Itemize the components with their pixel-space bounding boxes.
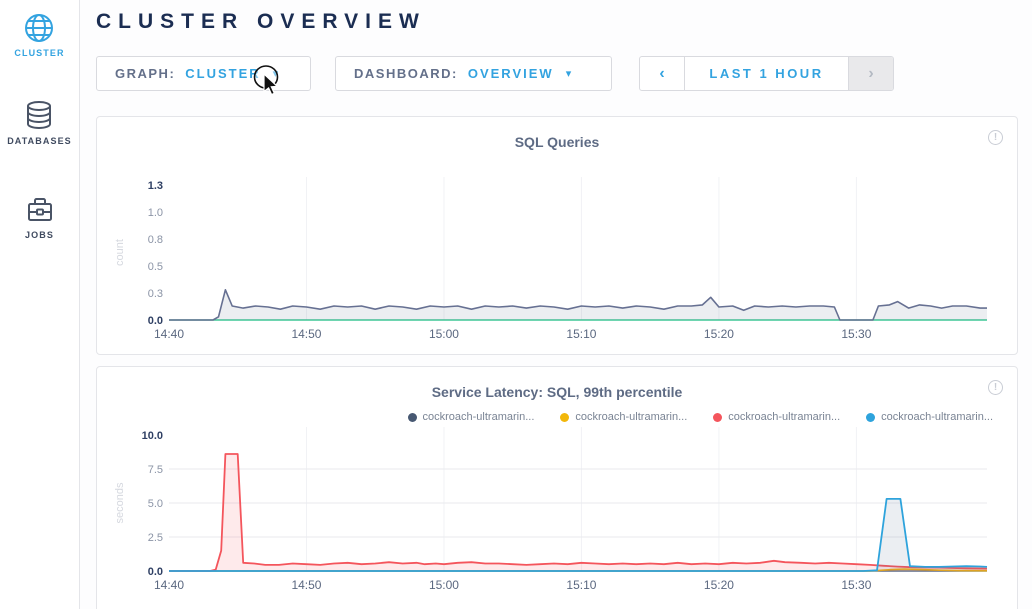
svg-text:0.8: 0.8 — [148, 234, 163, 246]
legend-dot-icon — [866, 412, 876, 422]
sidebar-item-cluster[interactable]: CLUSTER — [14, 12, 64, 58]
sidebar-item-label: JOBS — [25, 230, 54, 240]
svg-text:14:50: 14:50 — [291, 578, 321, 592]
legend-label: cockroach-ultramarin... — [575, 411, 688, 423]
page-title: CLUSTER OVERVIEW — [96, 10, 426, 33]
legend-item[interactable]: cockroach-ultramarin... — [866, 411, 993, 423]
controls-bar: GRAPH: CLUSTER ▾ DASHBOARD: OVERVIEW ▾ ‹… — [96, 56, 1032, 91]
chart-plot-area: 0.0 2.5 5.0 7.5 10.0 14:40 14:50 15:00 15:10 15:2… — [114, 427, 988, 592]
graph-dropdown-value: CLUSTER — [185, 66, 261, 81]
svg-text:14:50: 14:50 — [291, 327, 321, 341]
legend-dot-icon — [407, 412, 417, 422]
time-window-range-button[interactable]: LAST 1 HOUR — [709, 66, 824, 81]
svg-text:count: count — [114, 239, 126, 266]
sql-queries-chart-card: SQL Queries ! 0.0 0.3 0.5 0.8 1.0 1.3 14:40 14:… — [96, 116, 1018, 355]
svg-text:15:20: 15:20 — [704, 327, 734, 341]
svg-text:14:40: 14:40 — [154, 578, 184, 592]
legend-dot-icon — [713, 412, 723, 422]
svg-text:5.0: 5.0 — [148, 498, 163, 510]
dashboard-dropdown-value: OVERVIEW — [467, 66, 554, 81]
database-icon — [23, 100, 55, 132]
legend-item[interactable]: cockroach-ultramarin... — [713, 411, 840, 423]
legend-item[interactable]: cockroach-ultramarin... — [407, 411, 535, 423]
info-icon[interactable]: ! — [988, 380, 1003, 395]
time-window-selector: ‹ LAST 1 HOUR › — [639, 56, 894, 91]
legend-label: cockroach-ultramarin... — [422, 411, 535, 423]
graph-dropdown[interactable]: GRAPH: CLUSTER ▾ — [96, 56, 311, 91]
chart-title: SQL Queries — [514, 134, 600, 150]
svg-text:2.5: 2.5 — [148, 532, 163, 544]
sidebar-item-label: CLUSTER — [14, 48, 65, 58]
chart-title: Service Latency: SQL, 99th percentile — [431, 384, 683, 400]
main-content: CLUSTER OVERVIEW GRAPH: CLUSTER ▾ DASHBO… — [80, 0, 1032, 609]
legend-label: cockroach-ultramarin... — [881, 411, 993, 423]
svg-text:0.0: 0.0 — [148, 566, 163, 578]
svg-text:seconds: seconds — [114, 482, 126, 523]
svg-text:0.5: 0.5 — [148, 261, 163, 273]
svg-text:15:10: 15:10 — [566, 327, 596, 341]
svg-text:15:20: 15:20 — [704, 578, 734, 592]
svg-text:10.0: 10.0 — [142, 430, 163, 442]
svg-text:15:30: 15:30 — [841, 327, 871, 341]
legend-item[interactable]: cockroach-ultramarin... — [560, 411, 687, 423]
svg-text:15:10: 15:10 — [566, 578, 596, 592]
sidebar-item-label: DATABASES — [7, 136, 72, 146]
sidebar: CLUSTER DATABASES — [0, 0, 80, 609]
svg-text:0.0: 0.0 — [148, 315, 163, 327]
svg-text:7.5: 7.5 — [148, 464, 163, 476]
svg-text:0.3: 0.3 — [148, 288, 163, 300]
chart-plot-area: 0.0 0.3 0.5 0.8 1.0 1.3 14:40 14:50 15:00 15:10 15… — [114, 177, 987, 341]
dashboard-dropdown[interactable]: DASHBOARD: OVERVIEW ▾ — [335, 56, 612, 91]
graph-dropdown-label: GRAPH: — [115, 66, 176, 81]
time-window-next-button-disabled: › — [848, 57, 893, 90]
briefcase-icon — [24, 194, 56, 226]
sidebar-item-databases[interactable]: DATABASES — [7, 100, 72, 146]
svg-text:1.3: 1.3 — [148, 180, 163, 192]
legend-label: cockroach-ultramarin... — [728, 411, 841, 423]
svg-text:15:00: 15:00 — [429, 327, 459, 341]
chevron-down-icon: ▾ — [272, 68, 279, 80]
info-icon[interactable]: ! — [988, 130, 1003, 145]
globe-icon — [23, 12, 55, 44]
svg-text:14:40: 14:40 — [154, 327, 184, 341]
service-latency-chart-card: Service Latency: SQL, 99th percentile ! … — [96, 366, 1018, 609]
chart-legend: cockroach-ultramarin... cockroach-ultrama… — [97, 411, 1017, 423]
time-window-prev-button[interactable]: ‹ — [640, 57, 685, 90]
chevron-down-icon: ▾ — [565, 68, 572, 80]
sidebar-item-jobs[interactable]: JOBS — [24, 194, 56, 240]
svg-text:1.0: 1.0 — [148, 207, 163, 219]
legend-dot-icon — [560, 412, 570, 422]
svg-text:15:30: 15:30 — [841, 578, 871, 592]
svg-text:15:00: 15:00 — [429, 578, 459, 592]
dashboard-dropdown-label: DASHBOARD: — [354, 66, 458, 81]
